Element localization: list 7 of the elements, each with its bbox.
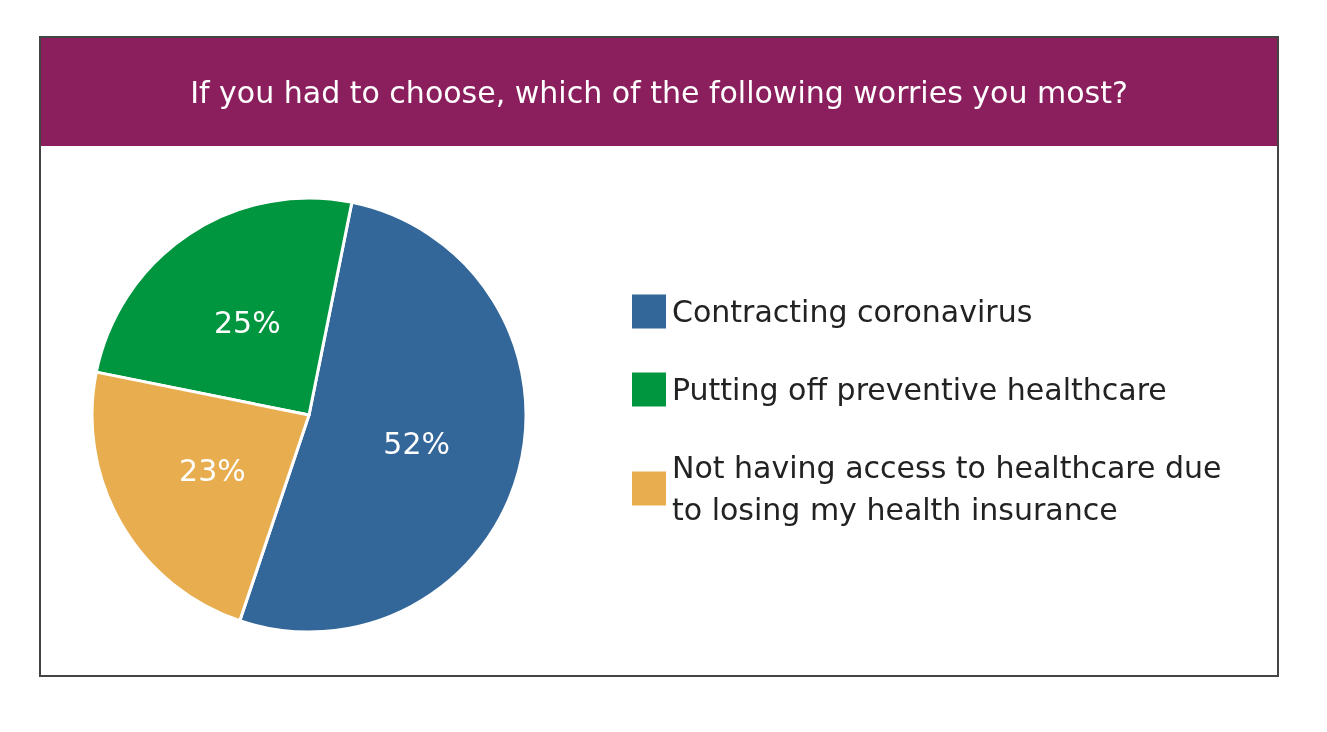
chart-title: If you had to choose, which of the following worries you most? <box>41 38 1277 146</box>
legend-label: Putting off preventive healthcare <box>672 372 1167 407</box>
data-label: 25% <box>213 304 281 340</box>
data-label: 23% <box>179 453 246 489</box>
legend-label: Contracting coronavirus <box>672 294 1033 329</box>
legend-label: Not having access to healthcare due to losing my health insurance <box>672 450 1232 527</box>
data-label: 52% <box>383 426 451 462</box>
